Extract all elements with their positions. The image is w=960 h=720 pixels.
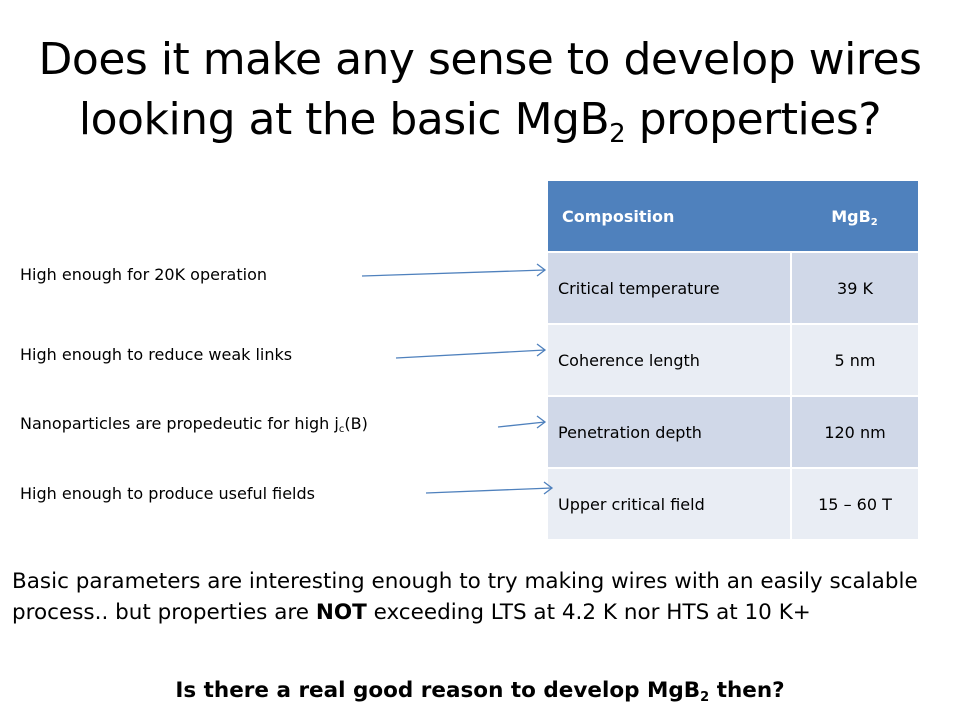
- property-cell: Penetration depth: [548, 396, 792, 469]
- arrow-weak-links: [395, 343, 547, 359]
- title-line-2-text: looking at the basic MgB: [78, 94, 610, 145]
- note-temperature: High enough for 20K operation: [20, 265, 267, 284]
- question-subscript: 2: [700, 690, 710, 705]
- table-row: Upper critical field 15 – 60 T: [548, 468, 918, 541]
- arrow-nanoparticles: [497, 415, 547, 429]
- arrow-upper-field: [425, 481, 554, 495]
- value-cell: 39 K: [791, 252, 918, 325]
- slide-title: Does it make any sense to develop wires …: [0, 30, 960, 150]
- title-line-2-end: properties?: [625, 94, 882, 145]
- note-upper-field: High enough to produce useful fields: [20, 484, 315, 503]
- properties-table: Composition MgB2 Critical temperature 39…: [548, 181, 918, 541]
- note-nano-end: (B): [344, 414, 368, 433]
- note-nanoparticles: Nanoparticles are propedeutic for high j…: [20, 414, 368, 435]
- summary-text-end: exceeding LTS at 4.2 K nor HTS at 10 K+: [366, 600, 811, 625]
- value-cell: 5 nm: [791, 324, 918, 397]
- title-subscript: 2: [609, 119, 626, 149]
- arrow-temperature: [361, 263, 547, 277]
- header-composition: Composition: [548, 181, 791, 253]
- table-row: Penetration depth 120 nm: [548, 396, 918, 469]
- summary-paragraph: Basic parameters are interesting enough …: [12, 566, 942, 628]
- note-nano-text: Nanoparticles are propedeutic for high j: [20, 414, 339, 433]
- property-cell: Critical temperature: [548, 252, 792, 325]
- header-mgb2-subscript: 2: [870, 216, 878, 228]
- property-cell: Coherence length: [548, 324, 792, 397]
- value-cell: 120 nm: [791, 396, 918, 469]
- title-line-1: Does it make any sense to develop wires: [38, 34, 922, 85]
- note-weak-links: High enough to reduce weak links: [20, 345, 293, 364]
- header-mgb2-text: MgB: [831, 206, 871, 226]
- question-text-end: then?: [709, 678, 785, 703]
- header-mgb2: MgB2: [791, 181, 918, 253]
- property-cell: Upper critical field: [548, 468, 792, 541]
- table-header-row: Composition MgB2: [548, 181, 918, 253]
- summary-emphasis: NOT: [315, 600, 367, 625]
- table-row: Coherence length 5 nm: [548, 324, 918, 397]
- value-cell: 15 – 60 T: [791, 468, 918, 541]
- summary-text: Basic parameters are interesting enough …: [12, 569, 918, 625]
- note-nano-subscript: c: [338, 424, 345, 435]
- title-line-2: looking at the basic MgB2 properties?: [0, 90, 960, 150]
- closing-question: Is there a real good reason to develop M…: [0, 675, 960, 706]
- table-row: Critical temperature 39 K: [548, 252, 918, 325]
- question-text: Is there a real good reason to develop M…: [175, 678, 701, 703]
